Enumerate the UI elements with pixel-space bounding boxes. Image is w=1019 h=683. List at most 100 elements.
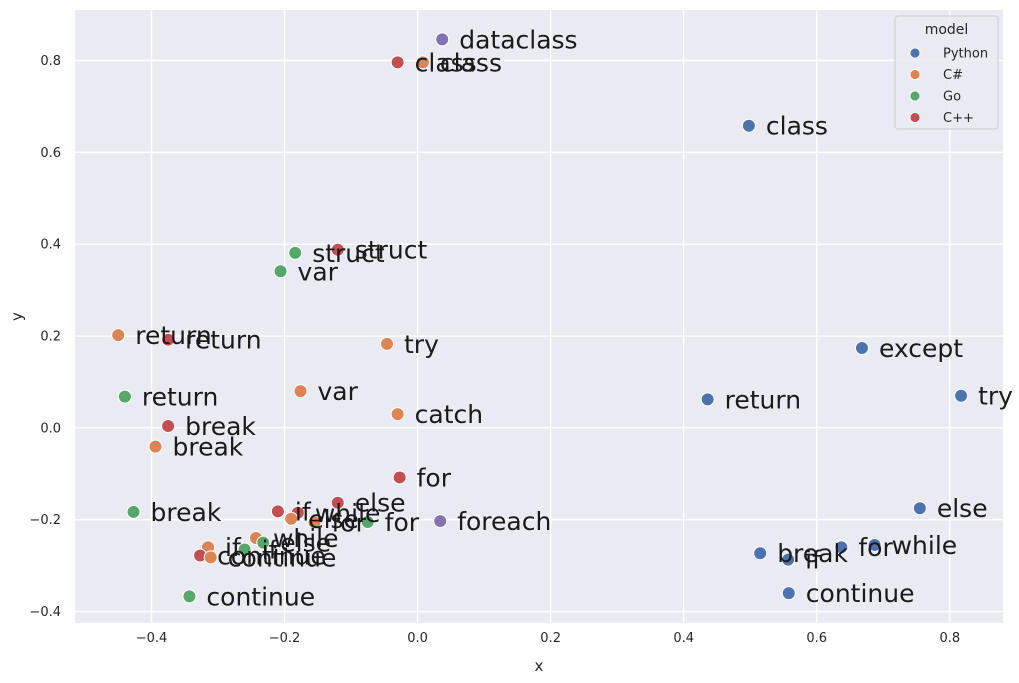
data-point: [237, 542, 252, 557]
data-point: [854, 340, 869, 355]
data-point-label: catch: [415, 400, 483, 429]
data-point-label: for: [331, 508, 366, 537]
plot-area: [75, 10, 1003, 623]
data-point: [330, 242, 345, 257]
data-point: [203, 550, 218, 565]
y-tick-label: 0.8: [40, 54, 61, 69]
data-point-label: for: [417, 463, 452, 492]
y-tick-label: 0.6: [40, 146, 61, 161]
legend-marker: [909, 90, 921, 102]
data-points: [111, 32, 969, 604]
data-point: [126, 504, 141, 519]
data-point-label: while: [273, 524, 339, 553]
data-point-label: continue: [217, 542, 326, 571]
data-point: [293, 384, 308, 399]
data-point: [741, 118, 756, 133]
data-point: [360, 514, 375, 529]
legend: model Python C# Go C++: [894, 15, 999, 130]
data-point: [700, 392, 715, 407]
legend-entry-label: Go: [943, 90, 961, 105]
data-point: [161, 332, 176, 347]
data-point-label: except: [879, 334, 963, 363]
data-point: [288, 245, 303, 260]
data-point: [117, 389, 132, 404]
data-point-label: else: [308, 505, 359, 534]
data-point: [161, 419, 176, 434]
data-point-label: break: [777, 539, 848, 568]
data-point: [256, 535, 271, 550]
point-labels: dataclassclassclassclassstructstructvarr…: [135, 25, 1013, 611]
data-point-label: return: [725, 385, 801, 414]
data-point-label: try: [978, 382, 1013, 411]
data-point-label: var: [298, 257, 339, 286]
grid-lines: [75, 10, 1003, 623]
y-tick-label: 0.4: [40, 238, 61, 253]
data-point-label: var: [318, 377, 359, 406]
legend-entries: Python C# Go C++: [909, 47, 988, 126]
data-point-label: continue: [206, 582, 315, 611]
legend-box: [894, 15, 999, 130]
data-point-label: try: [404, 330, 439, 359]
y-tick-label: 0.0: [40, 421, 61, 436]
data-point-label: for: [858, 533, 893, 562]
x-tick-label: 0.2: [540, 631, 561, 646]
data-point-label: break: [172, 433, 243, 462]
data-point-label: return: [142, 383, 218, 412]
x-tick-label: 0.0: [407, 631, 428, 646]
x-tick-label: 0.8: [939, 631, 960, 646]
data-point-label: break: [151, 498, 222, 527]
tick-labels: −0.4 −0.2 0.0 0.2 0.4 0.6 0.8 −0.4 −0.2 0.0 0.2 0.4…: [29, 54, 960, 646]
data-point: [330, 495, 345, 510]
data-point: [435, 32, 450, 47]
data-point: [834, 540, 849, 555]
x-tick-label: −0.2: [269, 631, 301, 646]
data-point: [867, 537, 882, 552]
data-point-label: if: [262, 536, 279, 565]
data-point-label: class: [415, 48, 477, 77]
data-point: [307, 515, 322, 530]
data-point-label: continue: [228, 543, 337, 572]
data-point: [270, 504, 285, 519]
y-tick-label: −0.2: [29, 513, 61, 528]
data-point-label: struct: [312, 239, 385, 268]
data-point-label: if: [225, 533, 242, 562]
x-tick-label: 0.6: [806, 631, 827, 646]
data-point-label: while: [892, 531, 958, 560]
legend-marker: [909, 69, 921, 80]
data-point: [912, 501, 927, 516]
data-point-label: if: [805, 546, 822, 575]
data-point-label: else: [355, 489, 406, 518]
data-point-label: return: [185, 326, 261, 355]
legend-entry-label: Python: [943, 47, 988, 62]
legend-entry-label: C#: [943, 68, 963, 83]
y-tick-label: 0.2: [40, 330, 61, 345]
data-point-label: if: [295, 497, 312, 526]
data-point: [273, 264, 288, 279]
legend-entry-label: C++: [943, 111, 974, 126]
data-point-label: else: [280, 529, 331, 558]
y-tick-label: −0.4: [29, 605, 61, 620]
data-point-label: return: [135, 321, 211, 350]
data-point-label: for: [385, 508, 420, 537]
legend-marker: [909, 112, 921, 123]
data-point-label: foreach: [457, 507, 551, 536]
data-point: [284, 511, 299, 526]
data-point: [390, 55, 405, 70]
data-point: [954, 388, 969, 403]
data-point: [390, 407, 405, 422]
data-point-label: class: [766, 112, 828, 141]
data-point: [781, 552, 796, 567]
data-point: [392, 470, 407, 485]
data-point: [148, 439, 163, 454]
legend-title: model: [925, 22, 969, 38]
data-point: [433, 514, 448, 529]
data-point: [753, 546, 768, 561]
data-point: [182, 589, 197, 604]
data-point: [415, 55, 430, 70]
data-point-label: else: [937, 494, 988, 523]
x-tick-label: −0.4: [136, 631, 168, 646]
x-axis-label: x: [535, 657, 544, 675]
data-point: [379, 336, 394, 351]
